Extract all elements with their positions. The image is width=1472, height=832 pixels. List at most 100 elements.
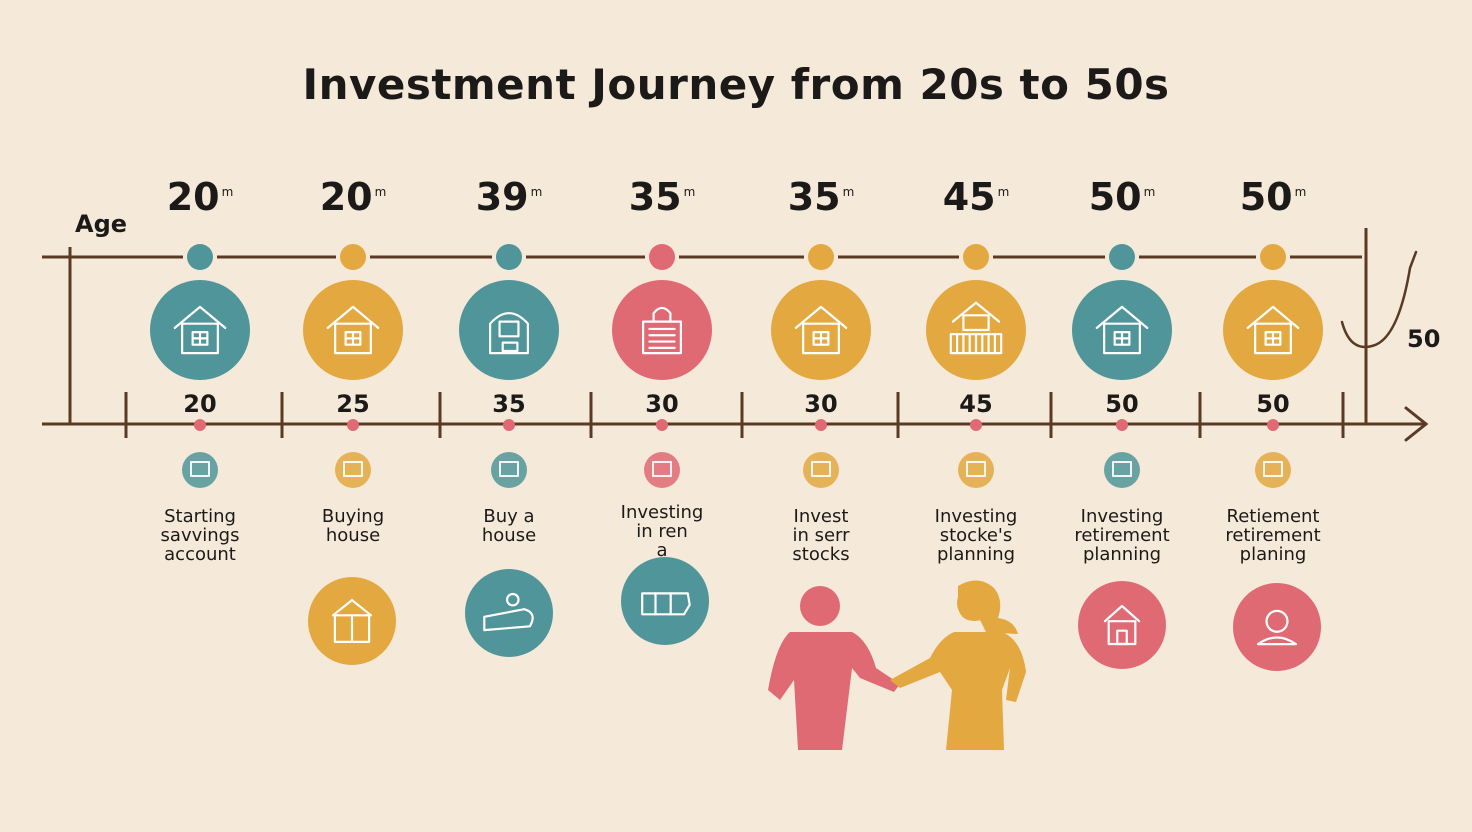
icon-stroke xyxy=(344,331,362,346)
icon-stroke xyxy=(501,341,519,353)
sub-icon-shape xyxy=(491,452,527,488)
handshake-icon xyxy=(768,580,1026,750)
sub-icon-detail xyxy=(343,461,363,477)
icon-stroke xyxy=(654,592,672,616)
age-suffix: m xyxy=(997,185,1010,200)
caption-line: Investing xyxy=(934,506,1018,527)
sub-icon-shape xyxy=(1104,452,1140,488)
age-value: 50 xyxy=(1239,175,1293,219)
age-suffix: m xyxy=(1143,185,1156,200)
axis-value-label: 35 xyxy=(492,390,526,418)
icon-stroke xyxy=(334,322,372,355)
icon-stroke xyxy=(1103,322,1141,355)
person-right-face xyxy=(957,585,993,621)
milestone-caption: Investing stocke's planning xyxy=(901,507,1051,564)
caption-line: a xyxy=(656,540,668,561)
sub-icon-detail xyxy=(1112,461,1132,477)
age-label: 45 m xyxy=(916,175,1036,219)
axis-marker-dot xyxy=(656,419,668,431)
milestone-6 xyxy=(926,244,1026,488)
milestone-caption: Buy a house xyxy=(434,507,584,545)
caption-line: in ren xyxy=(636,521,688,542)
axis-marker-dot xyxy=(503,419,515,431)
piggy-bank-icon xyxy=(483,592,534,632)
milestone-caption: Investing in ren a xyxy=(587,503,737,560)
icon-stroke xyxy=(1246,305,1300,329)
gift-box-icon xyxy=(331,598,373,643)
axis-marker-dot xyxy=(970,419,982,431)
caption-line: Investing xyxy=(620,502,704,523)
milestone-caption: Buying house xyxy=(278,507,428,545)
age-value: 45 xyxy=(942,175,996,219)
timeline-dot xyxy=(808,244,834,270)
icon-stroke xyxy=(1254,322,1292,355)
timeline-dot xyxy=(649,244,675,270)
milestone-caption: Starting savvings account xyxy=(125,507,275,564)
milestone-4 xyxy=(612,244,712,488)
age-suffix: m xyxy=(221,185,234,200)
sub-icon-detail xyxy=(499,461,519,477)
milestone-circle xyxy=(150,280,250,380)
age-value: 20 xyxy=(319,175,373,219)
icon-stroke xyxy=(1113,331,1131,346)
icon-stroke xyxy=(326,305,380,329)
lock-icon xyxy=(641,306,682,355)
caption-line: account xyxy=(164,544,236,565)
sub-icon-detail xyxy=(811,461,831,477)
sub-icon-shape xyxy=(644,452,680,488)
age-label: 50 m xyxy=(1213,175,1333,219)
caption-line: house xyxy=(325,525,381,546)
milestone-2 xyxy=(303,244,403,488)
house-icon xyxy=(794,305,848,355)
milestone-circle xyxy=(1072,280,1172,380)
timeline-dot xyxy=(187,244,213,270)
icon-stroke xyxy=(794,305,848,329)
age-suffix: m xyxy=(1294,185,1307,200)
sub-icon-shape xyxy=(958,452,994,488)
bottom-piggy-bank-badge xyxy=(465,569,553,657)
milestone-caption: Invest in serr stocks xyxy=(746,507,896,564)
sub-icon-detail xyxy=(652,461,672,477)
sub-icon-shape xyxy=(1255,452,1291,488)
timeline-dot xyxy=(340,244,366,270)
icon-stroke xyxy=(1103,604,1141,623)
coin-icon xyxy=(803,452,839,488)
age-label: 35 m xyxy=(602,175,722,219)
caption-line: stocke's xyxy=(939,525,1013,546)
caption-line: Buy a xyxy=(483,506,535,527)
caption-line: Starting xyxy=(164,506,236,527)
caption-line: planning xyxy=(936,544,1016,565)
milestone-caption: Investing retirement planning xyxy=(1047,507,1197,564)
age-label: 35 m xyxy=(761,175,881,219)
caption-line: planing xyxy=(1239,544,1307,565)
icon-stroke xyxy=(641,320,682,355)
house-icon xyxy=(173,305,227,355)
bottom-cash-stack-badge xyxy=(621,557,709,645)
milestone-8 xyxy=(1223,244,1323,488)
end-age-label: 50 xyxy=(1407,325,1441,353)
sub-icon-shape xyxy=(335,452,371,488)
axis-value-label: 45 xyxy=(959,390,993,418)
savings-jar-icon xyxy=(335,452,371,488)
sub-icon-shape xyxy=(182,452,218,488)
axis-value-label: 30 xyxy=(804,390,838,418)
age-value: 20 xyxy=(166,175,220,219)
caption-line: savvings xyxy=(160,525,240,546)
icon-stroke xyxy=(173,305,227,329)
age-suffix: m xyxy=(374,185,387,200)
age-axis-label: Age xyxy=(75,210,128,238)
icon-stroke xyxy=(1265,609,1289,633)
caption-line: in serr xyxy=(792,525,850,546)
axis-value-label: 30 xyxy=(645,390,679,418)
timeline-dot xyxy=(1260,244,1286,270)
bottom-home-heart-badge xyxy=(1078,581,1166,669)
door-icon xyxy=(489,312,529,355)
icon-stroke xyxy=(951,301,1001,323)
age-suffix: m xyxy=(530,185,543,200)
person-left-head xyxy=(800,586,840,626)
milestone-circle xyxy=(303,280,403,380)
building-icon xyxy=(949,301,1003,355)
caption-line: Buying xyxy=(321,506,385,527)
axis-value-label: 20 xyxy=(183,390,217,418)
